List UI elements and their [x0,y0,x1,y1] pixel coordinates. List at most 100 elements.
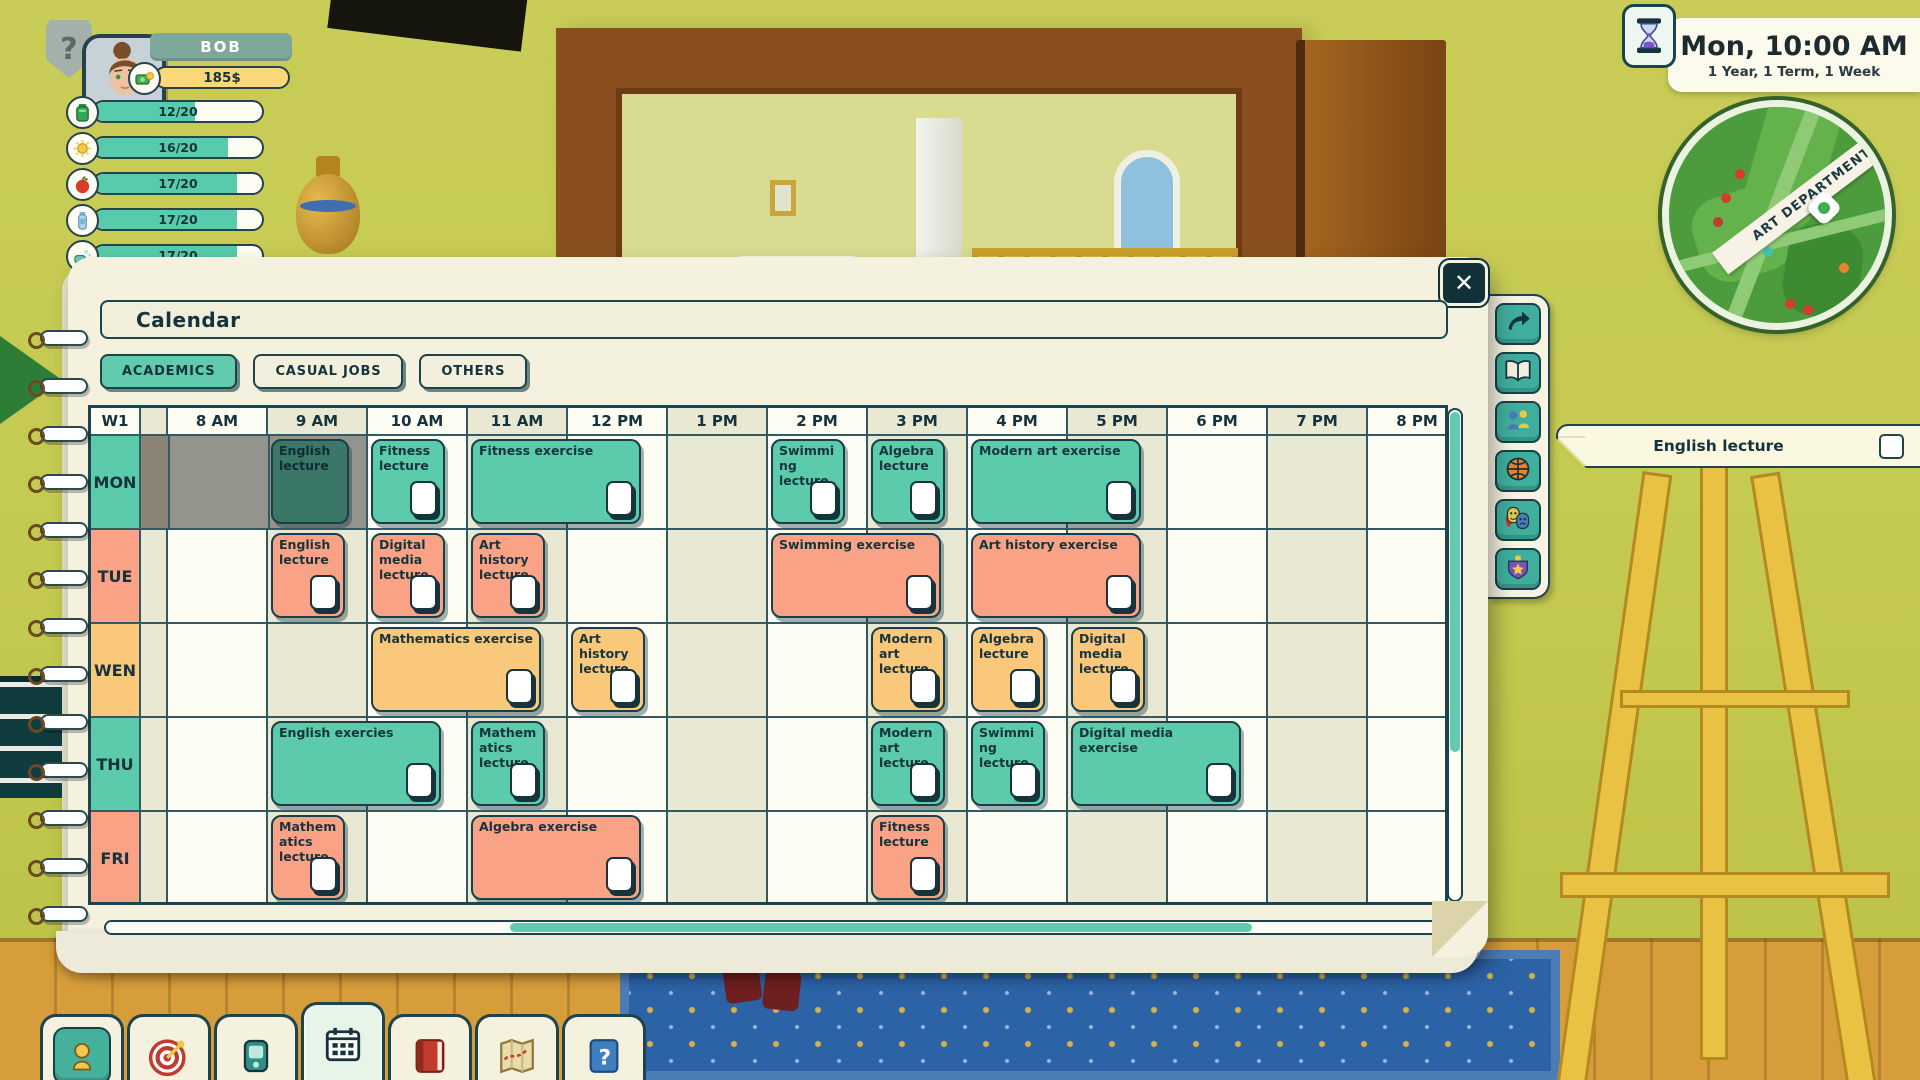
calendar-event[interactable]: Digital media lecture [1071,627,1145,712]
schedule-cell[interactable] [1168,812,1268,902]
calendar-event[interactable]: English exercies [271,721,441,806]
horizontal-scrollbar[interactable] [104,920,1446,935]
event-checkbox[interactable] [506,669,533,704]
side-button-redo-arrow[interactable] [1495,303,1541,345]
schedule-cell[interactable] [1268,718,1368,812]
schedule-cell[interactable] [768,812,868,902]
schedule-cell[interactable] [568,530,668,624]
side-button-sports[interactable] [1495,450,1541,492]
schedule-cell[interactable] [1368,436,1445,530]
schedule-cell[interactable] [1168,530,1268,624]
minimap[interactable]: ART DEPARTMENT [1662,100,1892,330]
event-checkbox[interactable] [910,857,937,892]
tab-casual-jobs[interactable]: CASUAL JOBS [253,354,404,389]
tab-others[interactable]: OTHERS [419,354,528,389]
toolbar-button-goals-target[interactable] [127,1014,211,1080]
tab-academics[interactable]: ACADEMICS [100,354,238,389]
calendar-event[interactable]: Swimming lecture [971,721,1045,806]
schedule-cell[interactable] [668,436,768,530]
calendar-event[interactable]: English lecture [271,439,349,524]
event-checkbox[interactable] [406,763,433,798]
toolbar-button-phone[interactable] [214,1014,298,1080]
event-checkbox[interactable] [510,763,537,798]
vertical-scrollbar-thumb[interactable] [1450,412,1460,752]
schedule-cell[interactable] [568,718,668,812]
calendar-event[interactable]: Algebra lecture [871,439,945,524]
event-checkbox[interactable] [310,857,337,892]
event-checkbox[interactable] [906,575,933,610]
vertical-scrollbar[interactable] [1447,408,1463,902]
calendar-event[interactable]: Mathematics lecture [471,721,545,806]
calendar-event[interactable]: Swimming lecture [771,439,845,524]
horizontal-scrollbar-thumb[interactable] [510,923,1252,932]
event-checkbox[interactable] [606,857,633,892]
event-checkbox[interactable] [1206,763,1233,798]
calendar-event[interactable]: Fitness lecture [371,439,445,524]
calendar-event[interactable]: Modern art lecture [871,721,945,806]
side-button-course-book[interactable] [1495,352,1541,394]
schedule-cell[interactable] [1168,436,1268,530]
schedule-cell[interactable] [668,812,768,902]
schedule-cell[interactable] [1268,812,1368,902]
calendar-event[interactable]: Art history lecture [571,627,645,712]
toolbar-button-map[interactable] [475,1014,559,1080]
calendar-event[interactable]: Swimming exercise [771,533,941,618]
event-checkbox[interactable] [910,481,937,516]
hourglass-button[interactable] [1622,4,1676,68]
schedule-cell[interactable] [1168,624,1268,718]
event-checkbox[interactable] [1106,481,1133,516]
calendar-event[interactable]: Modern art lecture [871,627,945,712]
schedule-cell[interactable] [1268,530,1368,624]
toolbar-button-calendar[interactable] [301,1002,385,1080]
event-checkbox[interactable] [1110,669,1137,704]
calendar-event[interactable]: Fitness lecture [871,815,945,900]
event-checkbox[interactable] [1010,669,1037,704]
schedule-cell[interactable] [1368,624,1445,718]
schedule-cell[interactable] [1368,530,1445,624]
event-checkbox[interactable] [510,575,537,610]
calendar-event[interactable]: Mathematics exercise [371,627,541,712]
calendar-event[interactable]: Mathematics lecture [271,815,345,900]
schedule-cell[interactable] [1268,624,1368,718]
schedule-cell[interactable] [968,812,1068,902]
event-checkbox[interactable] [810,481,837,516]
calendar-event[interactable]: Fitness exercise [471,439,641,524]
task-checkbox[interactable] [1879,434,1904,459]
schedule-cell[interactable] [768,624,868,718]
side-button-achievement-badge[interactable] [1495,548,1541,590]
event-checkbox[interactable] [410,481,437,516]
calendar-event[interactable]: Modern art exercise [971,439,1141,524]
calendar-event[interactable]: Algebra exercise [471,815,641,900]
schedule-cell[interactable] [668,624,768,718]
toolbar-button-character[interactable] [40,1014,124,1080]
schedule-cell[interactable] [368,812,468,902]
event-checkbox[interactable] [1010,763,1037,798]
event-checkbox[interactable] [410,575,437,610]
calendar-event[interactable]: Digital media lecture [371,533,445,618]
side-button-relationships[interactable] [1495,401,1541,443]
close-button[interactable]: ✕ [1440,260,1488,306]
event-checkbox[interactable] [310,575,337,610]
event-checkbox[interactable] [910,669,937,704]
schedule-cell[interactable] [768,718,868,812]
schedule-cell[interactable] [168,812,268,902]
calendar-event[interactable]: Digital media exercise [1071,721,1241,806]
toolbar-button-journal-book[interactable] [388,1014,472,1080]
schedule-cell[interactable] [668,718,768,812]
schedule-cell[interactable] [668,530,768,624]
calendar-event[interactable]: Art history exercise [971,533,1141,618]
schedule-cell[interactable] [1368,812,1445,902]
calendar-event[interactable]: Art history lecture [471,533,545,618]
schedule-cell[interactable] [1368,718,1445,812]
event-checkbox[interactable] [1106,575,1133,610]
calendar-event[interactable]: Algebra lecture [971,627,1045,712]
event-checkbox[interactable] [910,763,937,798]
schedule-cell[interactable] [1068,812,1168,902]
side-button-drama[interactable] [1495,499,1541,541]
toolbar-button-help-book[interactable]: ? [562,1014,646,1080]
event-checkbox[interactable] [606,481,633,516]
schedule-cell[interactable] [268,624,368,718]
schedule-cell[interactable] [168,624,268,718]
schedule-cell[interactable] [168,530,268,624]
event-checkbox[interactable] [610,669,637,704]
